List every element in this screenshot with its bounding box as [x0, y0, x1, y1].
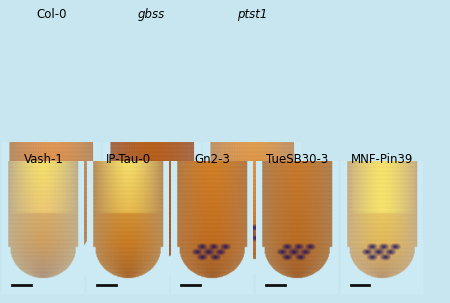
Text: ptst1: ptst1	[237, 8, 267, 21]
Text: gbss: gbss	[138, 8, 165, 21]
Text: Gn2-3: Gn2-3	[195, 153, 230, 166]
Text: Vash-1: Vash-1	[23, 153, 63, 166]
Text: MNF-Pin39: MNF-Pin39	[351, 153, 413, 166]
Text: TueSB30-3: TueSB30-3	[266, 153, 328, 166]
Text: Col-0: Col-0	[36, 8, 67, 21]
Text: IP-Tau-0: IP-Tau-0	[105, 153, 151, 166]
